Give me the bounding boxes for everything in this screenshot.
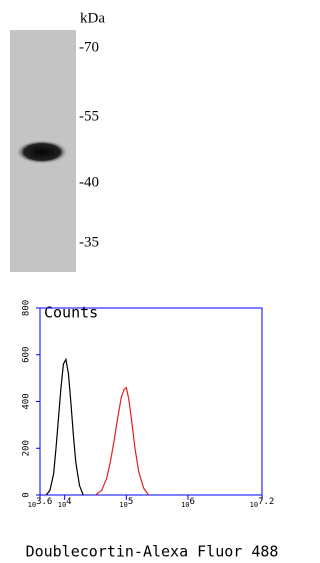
blot-band: [16, 140, 68, 164]
blot-marker: -40: [79, 174, 99, 190]
figure: kDa -70 -55 -40 -35 Counts Doublecortin-…: [0, 0, 305, 563]
y-tick-label: 200: [22, 440, 32, 456]
y-tick-label: 0: [22, 492, 32, 497]
blot-marker: -70: [79, 39, 99, 55]
histogram-line: [46, 359, 83, 495]
histogram-line: [96, 388, 149, 496]
x-axis-label: Doublecortin-Alexa Fluor 488: [26, 543, 279, 561]
y-axis-label: Counts: [44, 304, 98, 322]
blot-marker: -55: [79, 108, 99, 124]
blot-marker: -35: [79, 234, 99, 250]
plot-frame: [40, 308, 262, 495]
blot-unit: kDa: [80, 10, 105, 26]
y-tick-label: 600: [22, 347, 32, 363]
y-tick-label: 400: [22, 393, 32, 409]
y-tick-label: 800: [22, 300, 32, 316]
x-tick-label: 107.2: [250, 497, 275, 510]
